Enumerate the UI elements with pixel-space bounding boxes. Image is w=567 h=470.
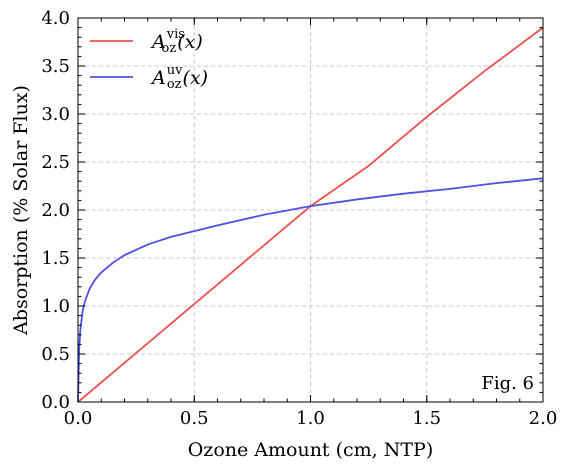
legend-label-uv: Auv oz(x) [150,63,208,92]
y-axis-label: Absorption (% Solar Flux) [10,85,32,336]
y-tick-label: 2.5 [41,152,70,173]
legend: Avis oz(x) Auv oz(x) [90,27,208,92]
x-axis-label: Ozone Amount (cm, NTP) [188,439,434,461]
y-tick-label: 4.0 [41,8,70,29]
y-tick-label: 1.0 [41,296,70,317]
figure-annotation: Fig. 6 [481,373,534,394]
y-tick-label: 2.0 [41,200,70,221]
y-tick-label: 1.5 [41,248,70,269]
y-tick-label: 3.0 [41,104,70,125]
x-tick-label: 0.5 [180,408,209,429]
y-tick-label: 3.5 [41,56,70,77]
y-tick-label: 0.0 [41,392,70,413]
x-tick-label: 2.0 [529,408,558,429]
y-tick-label: 0.5 [41,344,70,365]
x-tick-label: 1.5 [412,408,441,429]
x-tick-label: 1.0 [296,408,325,429]
legend-label-vis: Avis oz(x) [150,27,203,56]
axis-ticks: 0.0 0.5 1.0 1.5 2.00.00.51.01.52.02.53.03.54… [41,8,557,429]
